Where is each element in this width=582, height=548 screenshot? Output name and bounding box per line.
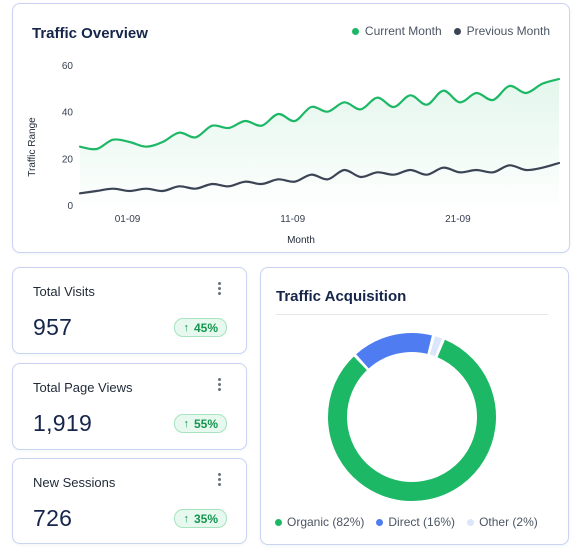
current-month-area: [80, 79, 559, 205]
x-axis-label: Month: [287, 235, 315, 246]
legend-other-label: Other (2%): [479, 515, 538, 529]
traffic-line-chart: 0 20 40 60 01-09 11-09 21-09 Month Traffic Range: [27, 61, 561, 246]
donut-slice-direct[interactable]: [356, 333, 432, 369]
arrow-up-icon: ↑: [183, 512, 189, 525]
other-dot-icon: [467, 518, 475, 526]
change-badge: ↑ 45%: [174, 318, 227, 337]
change-badge: ↑ 55%: [174, 414, 227, 433]
legend-organic[interactable]: Organic (82%): [275, 515, 364, 529]
y-tick-label: 20: [62, 154, 74, 165]
donut-slice-organic[interactable]: [328, 339, 496, 501]
stat-value: 957: [33, 314, 73, 340]
traffic-acquisition-title: Traffic Acquisition: [276, 288, 407, 305]
y-axis-label: Traffic Range: [27, 117, 38, 177]
total-page-views-card: Total Page Views 1,919 ↑ 55%: [12, 363, 247, 450]
series-line-previous-month: [78, 161, 561, 195]
stat-label: Total Page Views: [33, 380, 133, 395]
more-vertical-icon[interactable]: [218, 378, 222, 391]
traffic-acquisition-card: Traffic Acquisition Organic (82%) Direct…: [260, 267, 569, 545]
legend-previous-month-label: Previous Month: [466, 24, 550, 38]
divider: [276, 314, 548, 315]
legend-previous-month[interactable]: Previous Month: [453, 24, 550, 38]
previous-month-dot-icon: [453, 27, 461, 35]
donut-slice-other[interactable]: [429, 336, 442, 357]
total-visits-card: Total Visits 957 ↑ 45%: [12, 267, 247, 354]
change-badge: ↑ 35%: [174, 509, 227, 528]
change-value: 55%: [193, 416, 218, 431]
overview-legend: Current Month Previous Month: [351, 24, 550, 38]
x-tick-label: 01-09: [115, 214, 141, 225]
legend-current-month[interactable]: Current Month: [351, 24, 442, 38]
y-tick-label: 0: [67, 201, 73, 212]
legend-direct[interactable]: Direct (16%): [376, 515, 455, 529]
x-tick-label: 11-09: [280, 214, 305, 225]
new-sessions-card: New Sessions 726 ↑ 35%: [12, 458, 247, 544]
traffic-overview-card: Traffic Overview Current Month Previous …: [12, 3, 570, 253]
stat-value: 1,919: [33, 410, 93, 436]
acquisition-legend: Organic (82%) Direct (16%) Other (2%): [275, 515, 538, 529]
traffic-overview-title: Traffic Overview: [32, 25, 148, 42]
organic-dot-icon: [275, 518, 282, 526]
arrow-up-icon: ↑: [183, 417, 189, 430]
change-value: 35%: [193, 511, 218, 526]
legend-organic-label: Organic (82%): [287, 515, 365, 529]
stat-value: 726: [33, 505, 73, 531]
x-tick-label: 21-09: [445, 214, 471, 225]
change-value: 45%: [193, 320, 218, 335]
legend-direct-label: Direct (16%): [388, 515, 456, 529]
legend-other[interactable]: Other (2%): [467, 515, 538, 529]
legend-current-month-label: Current Month: [364, 24, 442, 38]
current-month-dot-icon: [351, 27, 359, 35]
y-tick-label: 40: [62, 108, 74, 119]
y-tick-label: 60: [62, 61, 74, 72]
more-vertical-icon[interactable]: [218, 282, 222, 295]
stat-label: Total Visits: [33, 284, 95, 299]
stat-label: New Sessions: [33, 475, 116, 490]
direct-dot-icon: [376, 518, 384, 526]
series-line-current-month: [78, 77, 561, 151]
traffic-donut-chart: [328, 333, 496, 501]
arrow-up-icon: ↑: [183, 321, 189, 334]
more-vertical-icon[interactable]: [218, 473, 222, 486]
